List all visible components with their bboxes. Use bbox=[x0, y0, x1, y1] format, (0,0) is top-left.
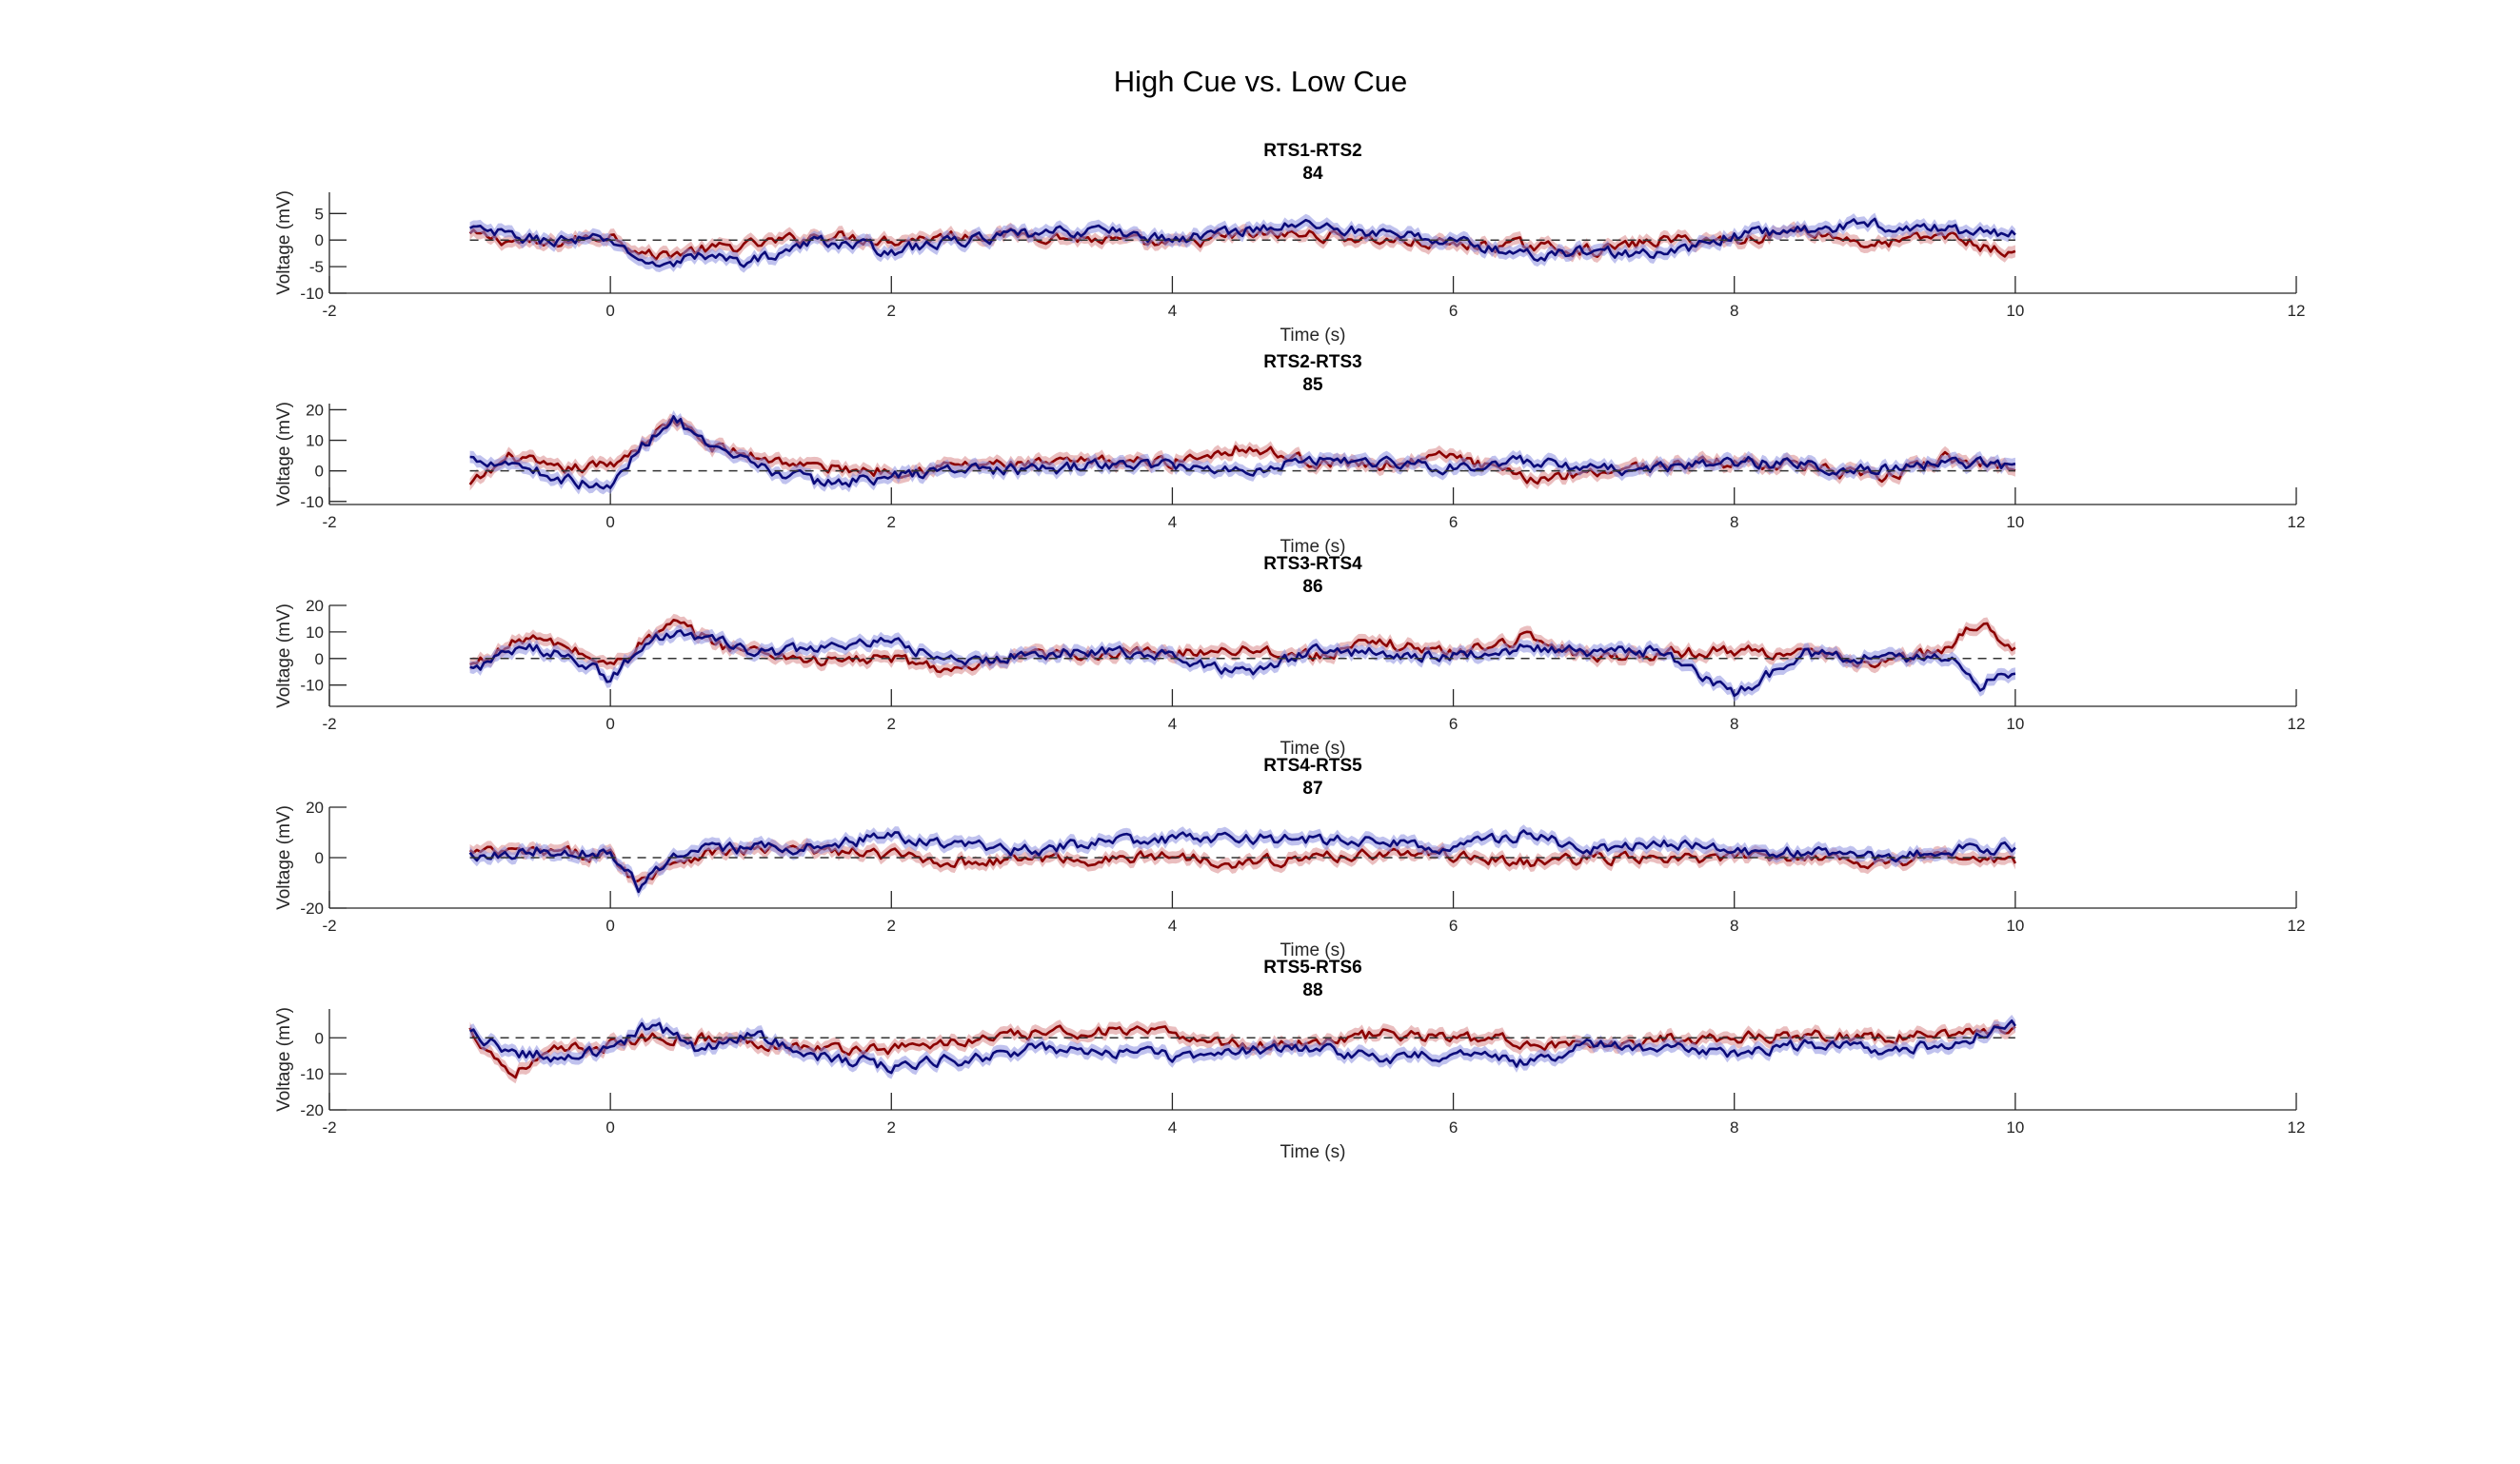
x-tick-label: 6 bbox=[1449, 513, 1458, 531]
low-cue-trace bbox=[469, 629, 2016, 698]
x-tick-label: 2 bbox=[887, 1118, 896, 1137]
low-cue-trace bbox=[468, 829, 2016, 894]
x-tick-label: 0 bbox=[605, 715, 614, 733]
panel-title: RTS4-RTS5 bbox=[1263, 756, 1362, 776]
x-tick-label: 10 bbox=[2006, 1118, 2024, 1137]
x-tick-label: 12 bbox=[2288, 917, 2306, 935]
x-tick-label: 0 bbox=[605, 1118, 614, 1137]
x-tick-label: 4 bbox=[1168, 715, 1177, 733]
x-tick-label: 10 bbox=[2006, 917, 2024, 935]
y-tick-label: 5 bbox=[315, 205, 324, 223]
x-tick-label: 12 bbox=[2288, 302, 2306, 320]
y-tick-label: 0 bbox=[315, 650, 324, 668]
x-axis-label: Time (s) bbox=[1280, 326, 1346, 346]
x-axis-label: Time (s) bbox=[1280, 739, 1346, 759]
x-tick-label: 0 bbox=[605, 513, 614, 531]
x-tick-label: 12 bbox=[2288, 715, 2306, 733]
y-tick-label: -10 bbox=[300, 493, 324, 511]
x-tick-label: 2 bbox=[887, 917, 896, 935]
panel-title: RTS2-RTS3 bbox=[1263, 352, 1361, 372]
panel-title: RTS3-RTS4 bbox=[1263, 554, 1362, 574]
x-tick-label: 6 bbox=[1449, 715, 1458, 733]
figure-title: High Cue vs. Low Cue bbox=[1114, 65, 1407, 98]
panel-subtitle: 87 bbox=[1302, 779, 1322, 799]
y-tick-label: 0 bbox=[315, 463, 324, 481]
x-tick-label: 2 bbox=[887, 513, 896, 531]
x-tick-label: 8 bbox=[1730, 1118, 1738, 1137]
low-cue-trace bbox=[469, 415, 2016, 490]
y-tick-label: 10 bbox=[306, 432, 324, 450]
y-tick-label: -10 bbox=[300, 1065, 324, 1083]
x-tick-label: 6 bbox=[1449, 302, 1458, 320]
x-tick-label: -2 bbox=[322, 715, 336, 733]
y-tick-label: 0 bbox=[315, 231, 324, 249]
y-tick-label: -10 bbox=[300, 285, 324, 303]
panel-1: RTS1-RTS2 84 -10 -5 0 5 -2 0 2 4 6 8 10 12 Time (s) Vol… bbox=[274, 141, 2305, 346]
y-axis-label: Voltage (mV) bbox=[274, 1007, 294, 1112]
panel-title: RTS1-RTS2 bbox=[1263, 141, 1361, 161]
x-axis-label: Time (s) bbox=[1280, 940, 1346, 960]
low-cue-band bbox=[469, 824, 2015, 899]
low-cue-band bbox=[469, 624, 2015, 702]
y-tick-label: -20 bbox=[300, 900, 324, 918]
x-tick-label: -2 bbox=[322, 1118, 336, 1137]
x-tick-label: 2 bbox=[887, 302, 896, 320]
high-cue-band bbox=[469, 413, 2015, 491]
y-tick-label: 10 bbox=[306, 623, 324, 642]
x-tick-label: 4 bbox=[1168, 1118, 1177, 1137]
x-tick-label: 8 bbox=[1730, 917, 1738, 935]
x-tick-label: 4 bbox=[1168, 917, 1177, 935]
x-tick-label: 10 bbox=[2006, 302, 2024, 320]
y-tick-label: -20 bbox=[300, 1101, 324, 1119]
panel-subtitle: 84 bbox=[1302, 164, 1323, 184]
y-axis-label: Voltage (mV) bbox=[274, 402, 294, 506]
low-cue-band bbox=[469, 410, 2015, 495]
x-tick-label: -2 bbox=[322, 513, 336, 531]
low-cue-trace bbox=[469, 217, 2016, 268]
x-tick-label: 10 bbox=[2006, 715, 2024, 733]
panel-subtitle: 86 bbox=[1302, 577, 1322, 597]
low-cue-trace bbox=[469, 1019, 2016, 1075]
y-tick-label: 20 bbox=[306, 401, 324, 419]
x-tick-label: 8 bbox=[1730, 513, 1738, 531]
y-axis-label: Voltage (mV) bbox=[274, 603, 294, 708]
x-tick-label: -2 bbox=[322, 302, 336, 320]
y-axis-label: Voltage (mV) bbox=[274, 805, 294, 910]
x-tick-label: 8 bbox=[1730, 302, 1738, 320]
y-tick-label: 20 bbox=[306, 597, 324, 615]
y-tick-label: 20 bbox=[306, 799, 324, 817]
y-tick-label: -10 bbox=[300, 677, 324, 695]
x-tick-label: 0 bbox=[605, 302, 614, 320]
panel-subtitle: 88 bbox=[1302, 980, 1322, 1000]
x-tick-label: 8 bbox=[1730, 715, 1738, 733]
x-axis-label: Time (s) bbox=[1280, 1142, 1346, 1162]
panel-subtitle: 85 bbox=[1302, 375, 1323, 395]
x-tick-label: 12 bbox=[2288, 513, 2306, 531]
x-tick-label: 6 bbox=[1449, 1118, 1458, 1137]
x-tick-label: 0 bbox=[605, 917, 614, 935]
low-cue-band bbox=[469, 212, 2015, 273]
y-axis-label: Voltage (mV) bbox=[274, 190, 294, 295]
x-tick-label: 12 bbox=[2288, 1118, 2306, 1137]
x-tick-label: 6 bbox=[1449, 917, 1458, 935]
panel-title: RTS5-RTS6 bbox=[1263, 958, 1361, 978]
x-tick-label: 4 bbox=[1168, 513, 1177, 531]
y-tick-label: -5 bbox=[309, 258, 324, 276]
high-cue-band bbox=[469, 1019, 2015, 1084]
x-tick-label: 2 bbox=[887, 715, 896, 733]
x-tick-label: 10 bbox=[2006, 513, 2024, 531]
panel-3: RTS3-RTS4 86 -10 0 10 20 -2 0 2 4 6 8 10 12 Time (s) Vo… bbox=[274, 554, 2305, 759]
y-tick-label: 0 bbox=[315, 1029, 324, 1047]
panel-2: RTS2-RTS3 85 -10 0 10 20 -2 0 2 4 6 8 10 12 Time (s) Vo… bbox=[274, 352, 2305, 557]
y-tick-label: 0 bbox=[315, 849, 324, 867]
x-tick-label: -2 bbox=[322, 917, 336, 935]
x-tick-label: 4 bbox=[1168, 302, 1177, 320]
x-axis-label: Time (s) bbox=[1280, 537, 1346, 557]
